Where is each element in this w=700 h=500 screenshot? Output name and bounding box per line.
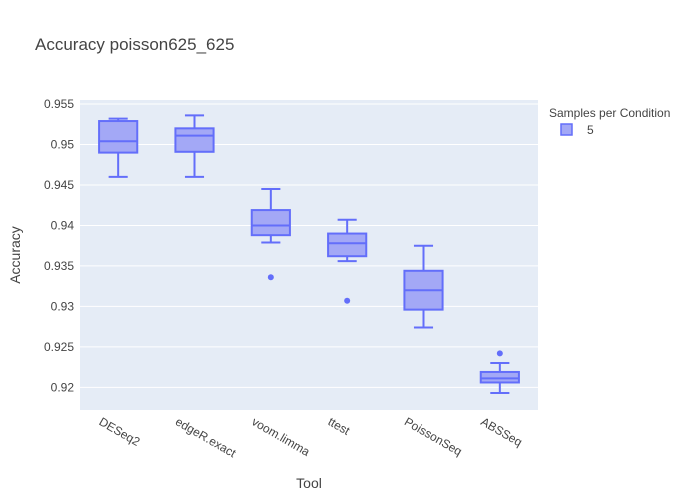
legend-swatch[interactable] — [560, 123, 573, 136]
y-tick-label: 0.92 — [51, 380, 75, 394]
x-tick-label: ttest — [326, 414, 353, 438]
y-tick-label: 0.955 — [44, 97, 74, 111]
y-axis-ticks: 0.92 0.925 0.93 0.935 0.94 0.945 0.95 0.955 — [44, 97, 74, 394]
plot-area — [80, 100, 538, 410]
x-axis-ticks: DESeq2 edgeR.exact voom.limma ttest PoissonS… — [97, 414, 525, 460]
outlier-point — [496, 350, 503, 357]
iqr-box — [479, 370, 520, 384]
y-gridlines — [80, 103, 538, 388]
y-tick-label: 0.94 — [51, 218, 75, 232]
y-tick-label: 0.935 — [44, 259, 74, 273]
y-tick-label: 0.925 — [44, 340, 74, 354]
iqr-box — [98, 120, 139, 154]
x-axis-title: Tool — [296, 475, 322, 491]
legend-title: Samples per Condition — [549, 106, 670, 120]
x-tick-label: PoissonSeq — [402, 414, 464, 458]
legend[interactable]: Samples per Condition 5 — [549, 106, 670, 137]
x-tick-label: ABSSeq — [478, 414, 524, 449]
y-tick-label: 0.945 — [44, 178, 74, 192]
outlier-point — [267, 274, 274, 281]
outlier-point — [344, 297, 351, 304]
x-tick-label: voom.limma — [249, 414, 312, 459]
y-tick-label: 0.93 — [51, 299, 75, 313]
x-tick-label: DESeq2 — [97, 414, 143, 449]
y-tick-label: 0.95 — [51, 138, 75, 152]
box-ttest[interactable] — [327, 218, 368, 304]
iqr-box — [250, 209, 291, 237]
y-axis-title: Accuracy — [7, 226, 23, 284]
legend-entry-label: 5 — [587, 123, 594, 137]
box-series[interactable] — [98, 114, 520, 395]
box-voom.limma[interactable] — [250, 188, 291, 281]
iqr-box — [174, 127, 215, 153]
chart-title: Accuracy poisson625_625 — [35, 35, 234, 54]
box-DESeq2[interactable] — [98, 117, 139, 178]
iqr-box — [327, 232, 368, 258]
box-edgeR.exact[interactable] — [174, 114, 215, 178]
box-ABSSeq[interactable] — [479, 350, 520, 395]
box-PoissonSeq[interactable] — [403, 244, 444, 329]
x-tick-label: edgeR.exact — [173, 414, 239, 460]
